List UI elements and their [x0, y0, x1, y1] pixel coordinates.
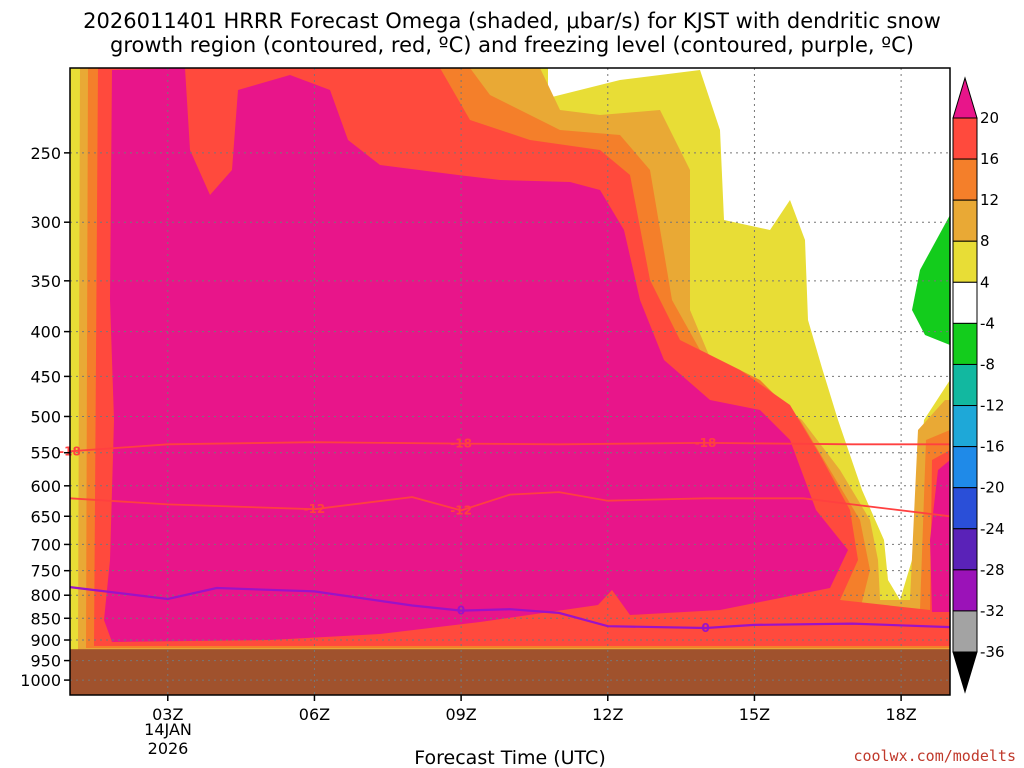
- y-tick-label: 500: [30, 407, 61, 426]
- omega-shading: [70, 68, 950, 650]
- omega-region-right-gt20: [930, 460, 950, 612]
- colorbar-box: [952, 610, 978, 653]
- contour-label: -12: [450, 503, 472, 517]
- colorbar-label: 12: [980, 191, 999, 209]
- x-tick-label: 15Z: [739, 705, 770, 724]
- y-tick-label: 750: [30, 562, 61, 581]
- colorbar-box: [952, 158, 978, 201]
- y-tick-label: 600: [30, 477, 61, 496]
- colorbar-box: [952, 528, 978, 571]
- contour-label: -18: [450, 437, 472, 451]
- x-tick-label: 06Z: [299, 705, 330, 724]
- y-tick-label: 800: [30, 586, 61, 605]
- colorbar-box: [952, 487, 978, 530]
- colorbar-label: -32: [980, 602, 1005, 620]
- y-tick-label: 400: [30, 323, 61, 342]
- colorbar-box: [952, 199, 978, 242]
- x-date-line-2: 2026: [148, 739, 189, 758]
- y-tick-label: 300: [30, 213, 61, 232]
- colorbar-box: [952, 363, 978, 407]
- x-tick-label: 18Z: [885, 705, 916, 724]
- colorbar-box: [952, 322, 978, 365]
- contour-line--12: [69, 491, 951, 518]
- contour-label: 0: [701, 621, 709, 635]
- y-tick-label: 700: [30, 535, 61, 554]
- x-tick-label: 03Z: [152, 705, 183, 724]
- plot-frame: [69, 67, 951, 696]
- x-tick-label: 09Z: [445, 705, 476, 724]
- y-tick-label: 1000: [20, 671, 61, 690]
- y-tick-label: 900: [30, 631, 61, 650]
- credit-text: coolwx.com/modelts: [853, 747, 1016, 765]
- colorbar-label: -24: [980, 520, 1005, 538]
- colorbar-label: 8: [980, 232, 990, 250]
- y-tick-label: 950: [30, 652, 61, 671]
- x-tick-label: 12Z: [592, 705, 623, 724]
- chart-title-line-2: growth region (contoured, red, ºC) and f…: [110, 33, 914, 57]
- colorbar-label: -28: [980, 561, 1005, 579]
- colorbar-label: -8: [980, 355, 995, 373]
- ground-fill: [70, 649, 950, 695]
- colorbar-bottom-arrow: [952, 651, 978, 694]
- contour-label: -12: [304, 502, 326, 516]
- x-date-line-1: 14JAN: [144, 720, 192, 739]
- x-axis-title: Forecast Time (UTC): [414, 747, 605, 768]
- y-tick-label: 650: [30, 507, 61, 526]
- colorbar-label: -4: [980, 314, 995, 332]
- colorbar-label: -16: [980, 438, 1005, 456]
- colorbar-box: [952, 446, 978, 489]
- colorbar-top-arrow: [952, 76, 978, 119]
- colorbar-box: [952, 405, 978, 448]
- colorbar-label: 4: [980, 273, 990, 291]
- colorbar-box: [952, 117, 978, 160]
- colorbar: 20 16 12 8 4 -4 -8 -12 -16 -20 -24 -28 -32 -36: [952, 76, 1005, 694]
- chart-title-line-1: 2026011401 HRRR Forecast Omega (shaded, …: [83, 9, 941, 33]
- colorbar-label: 16: [980, 150, 999, 168]
- colorbar-label: -36: [980, 643, 1005, 661]
- y-axis: 250 300 350 400 450 500 550 600 650 700 750 800 850 9…: [20, 144, 70, 690]
- colorbar-box: [952, 569, 978, 612]
- colorbar-label: 20: [980, 109, 999, 127]
- y-tick-label: 550: [30, 444, 61, 463]
- colorbar-label: -12: [980, 397, 1005, 415]
- y-tick-label: 350: [30, 272, 61, 291]
- y-tick-label: 450: [30, 367, 61, 386]
- x-axis: 03Z 06Z 09Z 12Z 15Z 18Z: [152, 695, 917, 724]
- contour-label: 0: [457, 604, 465, 618]
- omega-region-neg8: [912, 215, 950, 345]
- contour-label: -18: [695, 436, 717, 450]
- y-tick-label: 850: [30, 609, 61, 628]
- contour-line--18: [69, 441, 950, 453]
- colorbar-box: [952, 240, 978, 283]
- colorbar-label: -20: [980, 479, 1005, 497]
- colorbar-box: [952, 281, 978, 324]
- contour-line-0: [69, 586, 951, 630]
- y-tick-label: 250: [30, 144, 61, 163]
